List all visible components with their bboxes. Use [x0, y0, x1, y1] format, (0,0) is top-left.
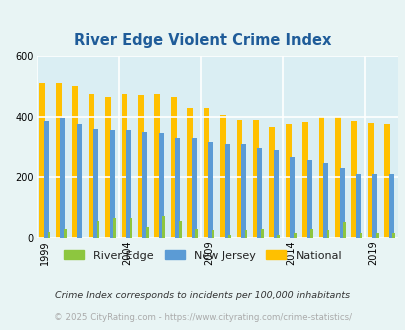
- Bar: [375, 233, 378, 238]
- Bar: [203, 108, 209, 238]
- Bar: [56, 83, 62, 238]
- Bar: [260, 228, 263, 238]
- Bar: [93, 129, 98, 238]
- Bar: [171, 97, 176, 238]
- Bar: [285, 124, 291, 238]
- Bar: [129, 218, 132, 238]
- Bar: [208, 142, 213, 238]
- Bar: [334, 117, 340, 238]
- Text: © 2025 CityRating.com - https://www.cityrating.com/crime-statistics/: © 2025 CityRating.com - https://www.city…: [54, 313, 351, 322]
- Bar: [384, 124, 389, 238]
- Bar: [244, 230, 247, 238]
- Bar: [44, 121, 49, 238]
- Bar: [367, 123, 373, 238]
- Bar: [371, 174, 376, 238]
- Bar: [342, 222, 345, 238]
- Bar: [162, 216, 165, 238]
- Bar: [309, 228, 312, 238]
- Bar: [121, 94, 127, 238]
- Bar: [241, 144, 245, 238]
- Bar: [359, 233, 361, 238]
- Bar: [158, 133, 164, 238]
- Bar: [187, 108, 192, 238]
- Bar: [179, 221, 181, 238]
- Bar: [195, 228, 198, 238]
- Bar: [77, 124, 81, 238]
- Bar: [257, 148, 262, 238]
- Bar: [113, 218, 115, 238]
- Bar: [154, 94, 160, 238]
- Bar: [96, 221, 99, 238]
- Bar: [306, 160, 311, 238]
- Bar: [224, 144, 229, 238]
- Bar: [47, 232, 50, 238]
- Bar: [175, 138, 180, 238]
- Bar: [388, 174, 393, 238]
- Bar: [211, 230, 214, 238]
- Bar: [339, 168, 344, 238]
- Bar: [109, 130, 114, 238]
- Bar: [191, 138, 196, 238]
- Bar: [269, 127, 275, 238]
- Bar: [351, 121, 356, 238]
- Bar: [39, 83, 45, 238]
- Bar: [64, 228, 66, 238]
- Bar: [273, 150, 278, 238]
- Bar: [392, 233, 394, 238]
- Bar: [326, 230, 328, 238]
- Bar: [293, 233, 296, 238]
- Bar: [146, 227, 148, 238]
- Text: Crime Index corresponds to incidents per 100,000 inhabitants: Crime Index corresponds to incidents per…: [55, 291, 350, 300]
- Bar: [322, 163, 327, 238]
- Bar: [318, 116, 324, 238]
- Bar: [252, 119, 258, 238]
- Bar: [236, 119, 242, 238]
- Text: River Edge Violent Crime Index: River Edge Violent Crime Index: [74, 33, 331, 48]
- Bar: [228, 235, 230, 238]
- Bar: [277, 235, 279, 238]
- Bar: [355, 174, 360, 238]
- Bar: [105, 97, 111, 238]
- Bar: [220, 115, 225, 238]
- Bar: [60, 118, 65, 238]
- Bar: [88, 94, 94, 238]
- Bar: [142, 132, 147, 238]
- Legend: River Edge, New Jersey, National: River Edge, New Jersey, National: [60, 246, 345, 265]
- Bar: [301, 122, 307, 238]
- Bar: [126, 130, 131, 238]
- Bar: [138, 95, 143, 238]
- Bar: [290, 157, 294, 238]
- Bar: [72, 86, 78, 238]
